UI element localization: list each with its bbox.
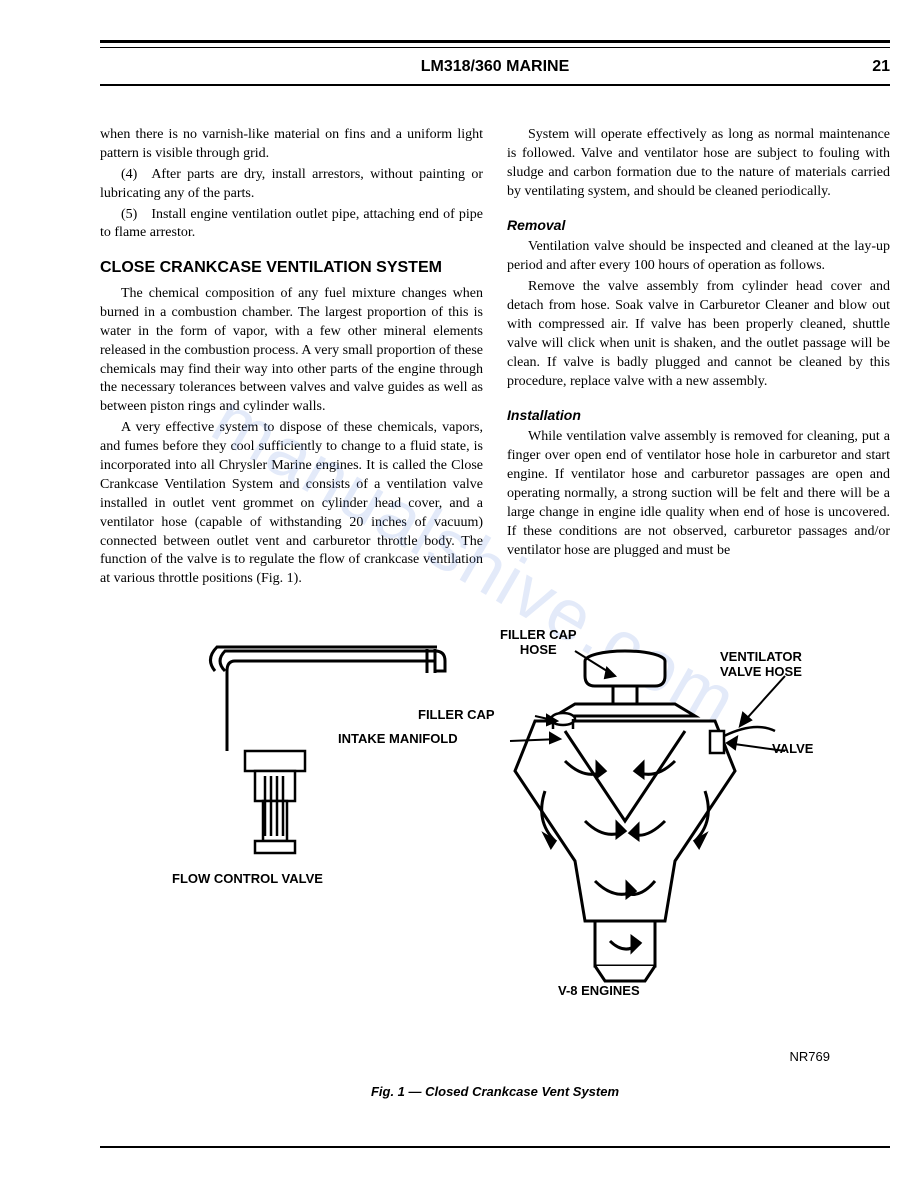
subheading-removal: Removal <box>507 216 890 235</box>
label-intake-manifold: INTAKE MANIFOLD <box>338 731 458 746</box>
label-filler-cap-hose: FILLER CAP HOSE <box>500 627 577 657</box>
para: when there is no varnish-like material o… <box>100 126 483 164</box>
subheading-installation: Installation <box>507 406 890 425</box>
label-flow-control-valve: FLOW CONTROL VALVE <box>172 871 323 886</box>
section-heading: CLOSE CRANKCASE VENTILATION SYSTEM <box>100 257 483 279</box>
figure-ref-number: NR769 <box>100 1049 890 1064</box>
header-bar: LM318/360 MARINE 21 <box>100 52 890 82</box>
para: System will operate effectively as long … <box>507 126 890 202</box>
header-rule-bottom <box>100 84 890 86</box>
figure-1: FILLER CAP HOSE VENTILATOR VALVE HOSE FI… <box>100 621 890 1041</box>
body-columns: when there is no varnish-like material o… <box>100 126 890 591</box>
page: manualshive.com LM318/360 MARINE 21 when… <box>0 0 918 1188</box>
para: Ventilation valve should be inspected an… <box>507 238 890 276</box>
para: (4) After parts are dry, install arresto… <box>100 166 483 204</box>
para: Remove the valve assembly from cylinder … <box>507 278 890 391</box>
header-rule-top <box>100 40 890 48</box>
para: (5) Install engine ventilation outlet pi… <box>100 206 483 244</box>
label-text: FILLER CAP HOSE <box>500 627 577 657</box>
label-text: VENTILATOR VALVE HOSE <box>720 649 802 679</box>
label-v8-engines: V-8 ENGINES <box>558 983 640 998</box>
para: While ventilation valve assembly is remo… <box>507 428 890 560</box>
left-column: when there is no varnish-like material o… <box>100 126 483 591</box>
header-title: LM318/360 MARINE <box>140 58 850 76</box>
para: A very effective system to dispose of th… <box>100 419 483 589</box>
label-ventilator-valve-hose: VENTILATOR VALVE HOSE <box>720 649 802 679</box>
right-column: System will operate effectively as long … <box>507 126 890 591</box>
label-valve: VALVE <box>772 741 813 756</box>
footer-rule <box>100 1146 890 1148</box>
figure-caption: Fig. 1 — Closed Crankcase Vent System <box>100 1084 890 1099</box>
para: The chemical composition of any fuel mix… <box>100 285 483 417</box>
page-number: 21 <box>850 58 890 76</box>
label-filler-cap: FILLER CAP <box>418 707 495 722</box>
